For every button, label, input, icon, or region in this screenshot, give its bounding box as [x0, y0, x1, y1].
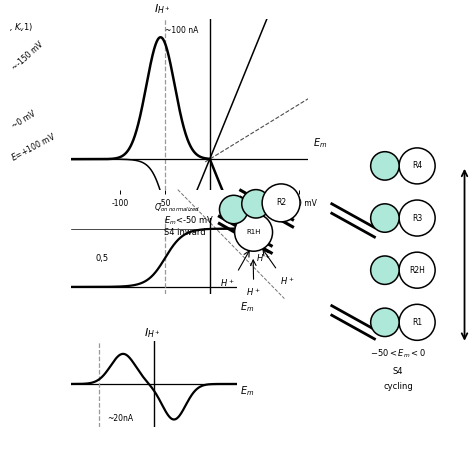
Circle shape — [235, 213, 273, 251]
Text: $H^+$: $H^+$ — [246, 287, 261, 299]
Circle shape — [399, 200, 435, 236]
Circle shape — [399, 148, 435, 184]
Circle shape — [399, 252, 435, 288]
Text: R3: R3 — [412, 214, 422, 222]
Text: $H^+$: $H^+$ — [256, 253, 271, 264]
Text: 0,5: 0,5 — [95, 254, 108, 263]
Text: $I_{H^+}$: $I_{H^+}$ — [154, 2, 171, 16]
Text: ~0 mV: ~0 mV — [10, 109, 37, 130]
Text: R4: R4 — [412, 162, 422, 170]
Text: R2: R2 — [276, 199, 286, 207]
Text: $H^+$: $H^+$ — [280, 275, 294, 287]
Circle shape — [262, 184, 300, 222]
Circle shape — [371, 308, 399, 337]
Text: S4 inward: S4 inward — [164, 228, 205, 237]
Text: $E_m$<-50 mV: $E_m$<-50 mV — [164, 214, 214, 227]
Text: ~100 nA: ~100 nA — [165, 26, 198, 35]
Text: $E_m$: $E_m$ — [240, 300, 255, 314]
Text: $E_m$: $E_m$ — [313, 137, 327, 150]
Text: cycling: cycling — [383, 382, 413, 391]
Text: R2H: R2H — [409, 266, 425, 274]
Text: $-50<E_m<0$: $-50<E_m<0$ — [370, 348, 426, 360]
Text: $I_{H^+}$: $I_{H^+}$ — [144, 326, 161, 339]
Text: $E$=+100 mV: $E$=+100 mV — [9, 130, 57, 163]
Text: ~-150 mV: ~-150 mV — [10, 40, 45, 73]
Circle shape — [399, 304, 435, 340]
Circle shape — [219, 195, 248, 224]
Text: $E_m$: $E_m$ — [240, 384, 255, 398]
Text: R1H: R1H — [246, 229, 261, 235]
Text: $H^+$: $H^+$ — [220, 277, 235, 289]
Circle shape — [371, 204, 399, 232]
Text: R1: R1 — [412, 318, 422, 327]
Text: ~20nA: ~20nA — [108, 414, 134, 423]
Circle shape — [242, 190, 270, 218]
Text: S4: S4 — [393, 367, 403, 376]
Text: , $K_v1)$: , $K_v1)$ — [9, 21, 34, 34]
Circle shape — [371, 152, 399, 180]
Text: $Q_{on\ normalized}$: $Q_{on\ normalized}$ — [154, 202, 200, 214]
Circle shape — [371, 256, 399, 284]
